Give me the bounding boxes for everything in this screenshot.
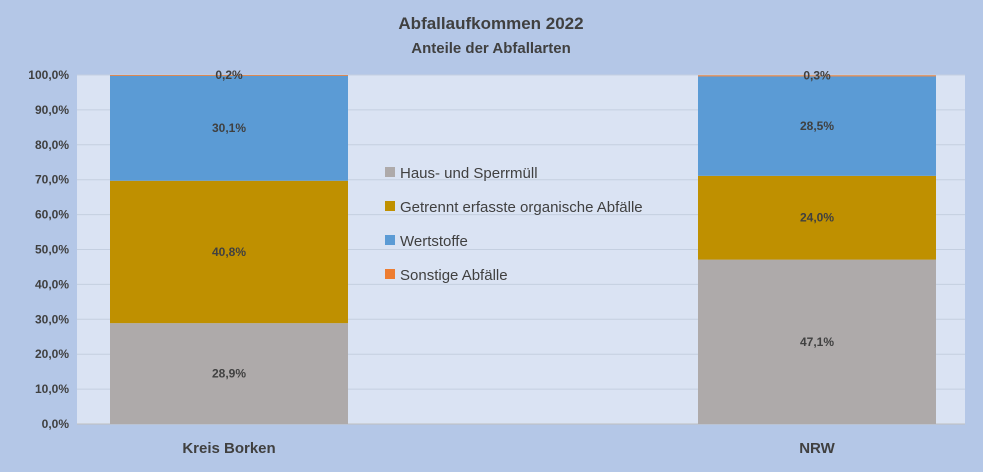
legend-label: Wertstoffe [400, 233, 468, 250]
y-tick-label: 20,0% [35, 347, 69, 361]
bar-segment [698, 76, 936, 176]
x-axis: Kreis Borken NRW [182, 440, 835, 457]
y-tick-label: 30,0% [35, 312, 69, 326]
legend-label: Haus- und Sperrmüll [400, 165, 538, 182]
category-label: Kreis Borken [182, 440, 275, 457]
data-label: 28,5% [800, 119, 834, 133]
bars: 28,9% 40,8% 30,1% 0,2% 47,1% 24,0% 28,5% 0,3% [110, 68, 936, 424]
y-tick-label: 60,0% [35, 208, 69, 222]
data-label: 47,1% [800, 335, 834, 349]
y-tick-label: 100,0% [28, 68, 69, 82]
bar-segment [110, 75, 348, 181]
category-label: NRW [799, 440, 835, 457]
y-tick-label: 40,0% [35, 277, 69, 291]
legend-label: Sonstige Abfälle [400, 267, 508, 284]
y-tick-label: 90,0% [35, 103, 69, 117]
bar-segment [110, 180, 348, 324]
legend-swatch [385, 201, 395, 211]
legend: Haus- und Sperrmüll Getrennt erfasste org… [385, 165, 643, 284]
data-label: 30,1% [212, 121, 246, 135]
bar-segment [698, 175, 936, 260]
y-tick-label: 0,0% [42, 417, 70, 431]
y-tick-label: 70,0% [35, 173, 69, 187]
bar-segment [698, 259, 936, 424]
y-tick-label: 50,0% [35, 243, 69, 257]
bar-segment [698, 75, 936, 77]
legend-label: Getrennt erfasste organische Abfälle [400, 199, 643, 216]
y-tick-label: 80,0% [35, 138, 69, 152]
data-label: 24,0% [800, 211, 834, 225]
chart-title: Abfallaufkommen 2022 [398, 14, 583, 33]
chart-subtitle: Anteile der Abfallarten [411, 40, 570, 57]
legend-swatch [385, 167, 395, 177]
legend-swatch [385, 269, 395, 279]
data-label: 0,2% [215, 68, 243, 82]
legend-swatch [385, 235, 395, 245]
y-tick-label: 10,0% [35, 382, 69, 396]
data-label: 0,3% [803, 68, 831, 82]
bar-segment [110, 75, 348, 76]
y-axis: 0,0% 10,0% 20,0% 30,0% 40,0% 50,0% 60,0% 70,0% 8… [28, 68, 69, 431]
bar-segment [110, 323, 348, 424]
data-label: 40,8% [212, 245, 246, 259]
data-label: 28,9% [212, 367, 246, 381]
